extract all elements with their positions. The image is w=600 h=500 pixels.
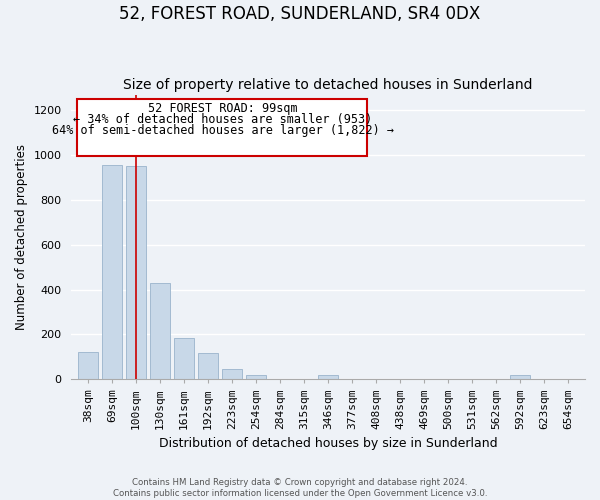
Text: Contains HM Land Registry data © Crown copyright and database right 2024.
Contai: Contains HM Land Registry data © Crown c… xyxy=(113,478,487,498)
Text: 64% of semi-detached houses are larger (1,822) →: 64% of semi-detached houses are larger (… xyxy=(52,124,394,138)
Bar xyxy=(318,375,338,379)
Text: 52 FOREST ROAD: 99sqm: 52 FOREST ROAD: 99sqm xyxy=(148,102,298,114)
Text: 52, FOREST ROAD, SUNDERLAND, SR4 0DX: 52, FOREST ROAD, SUNDERLAND, SR4 0DX xyxy=(119,5,481,23)
Title: Size of property relative to detached houses in Sunderland: Size of property relative to detached ho… xyxy=(124,78,533,92)
Bar xyxy=(150,283,170,379)
FancyBboxPatch shape xyxy=(77,99,367,156)
Y-axis label: Number of detached properties: Number of detached properties xyxy=(15,144,28,330)
Bar xyxy=(198,354,218,379)
Text: ← 34% of detached houses are smaller (953): ← 34% of detached houses are smaller (95… xyxy=(73,113,373,126)
Bar xyxy=(222,368,242,379)
Bar xyxy=(510,375,530,379)
X-axis label: Distribution of detached houses by size in Sunderland: Distribution of detached houses by size … xyxy=(159,437,497,450)
Bar xyxy=(174,338,194,379)
Bar xyxy=(78,352,98,379)
Bar xyxy=(246,374,266,379)
Bar xyxy=(102,165,122,379)
Bar xyxy=(126,166,146,379)
